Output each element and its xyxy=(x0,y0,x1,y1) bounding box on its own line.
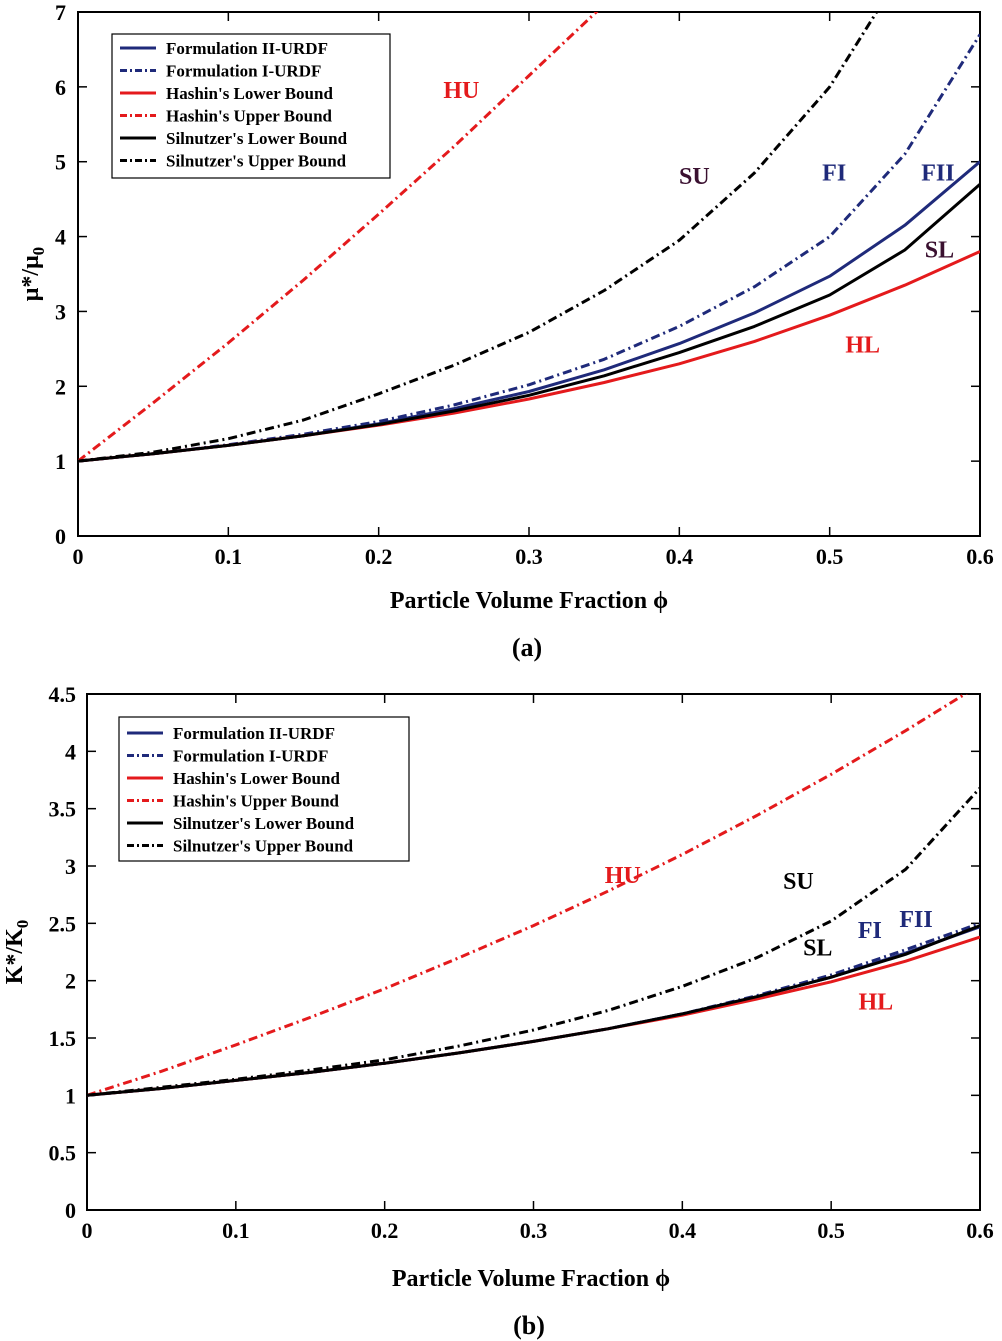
curve-annotation: FII xyxy=(921,160,954,186)
x-tick-labels: 0 0.1 0.2 0.3 0.4 0.5 0.6 xyxy=(73,544,994,569)
y-axis-title-subscript: 0 xyxy=(13,920,32,929)
legend-label: Silnutzer's Lower Bound xyxy=(166,129,348,148)
series-line xyxy=(78,12,599,463)
x-tick-label: 0.3 xyxy=(515,544,543,569)
x-tick-label: 0.4 xyxy=(669,1218,697,1243)
x-tick-labels: 0 0.1 0.2 0.3 0.4 0.5 0.6 xyxy=(82,1218,994,1243)
y-tick-label: 1.5 xyxy=(49,1026,77,1051)
series-line xyxy=(78,183,980,463)
curve-annotation: HL xyxy=(845,333,880,359)
series-line xyxy=(87,786,980,1097)
legend-label: Formulation I-URDF xyxy=(173,747,328,766)
y-tick-label: 1 xyxy=(65,1083,76,1108)
legend-label: Silnutzer's Upper Bound xyxy=(173,837,354,856)
x-tick-label: 0.6 xyxy=(966,1218,994,1243)
y-tick-label: 6 xyxy=(55,75,66,100)
legend-items: Formulation II-URDF Formulation I-URDF Has… xyxy=(120,39,348,171)
chart-panel-b: 0 0.1 0.2 0.3 0.4 0.5 0.6 0 0.5 1 1.5 2 2.5 3 3.5 4 4.5… xyxy=(2,682,994,1340)
tick-marks xyxy=(86,693,981,1211)
x-tick-label: 0.4 xyxy=(666,544,694,569)
y-tick-label: 5 xyxy=(55,150,66,175)
legend-label: Hashin's Upper Bound xyxy=(166,107,333,126)
legend-label: Formulation II-URDF xyxy=(166,39,328,58)
panel-caption-b: (b) xyxy=(513,1311,545,1340)
legend-label: Hashin's Upper Bound xyxy=(173,792,340,811)
y-tick-label: 3 xyxy=(65,854,76,879)
y-tick-label: 2 xyxy=(55,374,66,399)
y-tick-label: 3.5 xyxy=(49,797,77,822)
x-axis-title: Particle Volume Fraction ϕ xyxy=(392,1266,670,1292)
legend-label: Silnutzer's Lower Bound xyxy=(173,814,355,833)
legend-box xyxy=(118,716,410,862)
y-tick-labels: 0 0.5 1 1.5 2 2.5 3 3.5 4 4.5 xyxy=(49,682,77,1223)
curve-annotations: HU SU FI FII SL HL xyxy=(443,78,954,359)
curve-annotation: HU xyxy=(605,863,641,889)
tick-marks xyxy=(77,11,981,537)
y-tick-label: 1 xyxy=(55,449,66,474)
series-line xyxy=(87,694,968,1097)
chart-panel-a: 0 0.1 0.2 0.3 0.4 0.5 0.6 0 1 2 3 4 5 6 7 HU SU FI FII SL… xyxy=(18,0,994,662)
y-tick-label: 4.5 xyxy=(49,682,77,707)
series-line xyxy=(78,12,879,463)
x-tick-label: 0.2 xyxy=(371,1218,399,1243)
curve-annotation: SL xyxy=(803,935,832,961)
x-tick-label: 0.3 xyxy=(520,1218,548,1243)
x-tick-label: 0.5 xyxy=(816,544,844,569)
y-tick-labels: 0 1 2 3 4 5 6 7 xyxy=(55,0,66,549)
panel-caption-a: (a) xyxy=(512,633,542,662)
y-axis-title-subscript: 0 xyxy=(29,247,48,256)
curve-annotation: SL xyxy=(925,238,954,264)
x-axis-title: Particle Volume Fraction ϕ xyxy=(390,588,668,614)
legend: Formulation II-URDF Formulation I-URDF Has… xyxy=(111,33,391,179)
y-axis-title: K*/K0 xyxy=(2,920,32,985)
curve-annotations: HU SU FI FII SL HL xyxy=(605,863,933,1015)
x-tick-label: 0.5 xyxy=(817,1218,845,1243)
curve-annotation: FII xyxy=(899,907,932,933)
legend-label: Silnutzer's Upper Bound xyxy=(166,152,347,171)
curve-annotation: FI xyxy=(822,160,846,186)
curve-annotation: HU xyxy=(443,78,479,104)
y-axis-title-main: K*/K xyxy=(2,928,28,984)
y-tick-label: 3 xyxy=(55,299,66,324)
curve-annotation: HL xyxy=(858,989,893,1015)
x-tick-label: 0 xyxy=(73,544,84,569)
legend-label: Hashin's Lower Bound xyxy=(173,769,340,788)
y-tick-label: 2.5 xyxy=(49,911,77,936)
curve-annotation: SU xyxy=(783,869,814,895)
legend: Formulation II-URDF Formulation I-URDF Has… xyxy=(118,716,410,862)
y-tick-label: 4 xyxy=(65,739,76,764)
y-tick-label: 0 xyxy=(55,524,66,549)
series-line xyxy=(87,921,980,1097)
series-lines xyxy=(78,12,980,463)
y-axis-title-main: μ*/μ xyxy=(18,255,44,301)
legend-items: Formulation II-URDF Formulation I-URDF Has… xyxy=(127,724,355,856)
x-tick-label: 0.2 xyxy=(365,544,393,569)
y-tick-label: 0.5 xyxy=(49,1141,77,1166)
series-lines xyxy=(87,694,980,1097)
legend-label: Formulation I-URDF xyxy=(166,62,321,81)
x-tick-label: 0.1 xyxy=(222,1218,250,1243)
legend-label: Formulation II-URDF xyxy=(173,724,335,743)
x-tick-label: 0.6 xyxy=(966,544,994,569)
y-tick-label: 7 xyxy=(55,0,66,25)
y-tick-label: 0 xyxy=(65,1198,76,1223)
y-axis-title: μ*/μ0 xyxy=(18,247,48,301)
legend-label: Hashin's Lower Bound xyxy=(166,84,333,103)
curve-annotation: FI xyxy=(858,918,882,944)
x-tick-label: 0.1 xyxy=(215,544,243,569)
y-tick-label: 4 xyxy=(55,225,66,250)
legend-box xyxy=(111,33,391,179)
curve-annotation: SU xyxy=(679,164,710,190)
series-line xyxy=(78,33,980,463)
x-tick-label: 0 xyxy=(82,1218,93,1243)
series-line xyxy=(87,924,980,1097)
y-tick-label: 2 xyxy=(65,969,76,994)
